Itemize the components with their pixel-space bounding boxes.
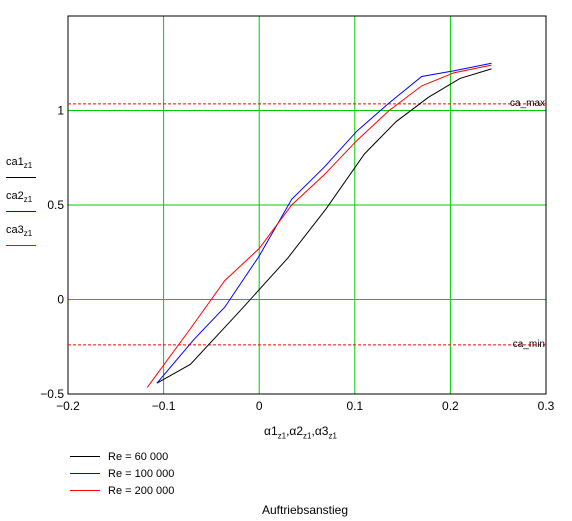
x-tick-label: 0.1: [346, 399, 363, 413]
x-axis-label: α1z1,α2z1,α3z1: [264, 424, 337, 441]
legend-swatch: [70, 490, 100, 491]
legend-label: Re = 100 000: [108, 467, 175, 480]
x-tick-label: 0: [256, 399, 263, 413]
y-axis-label-3-line: [6, 245, 36, 247]
series-line-2: [156, 62, 492, 384]
y-axis-label-3: ca3z1: [6, 224, 36, 247]
chart-title: Auftriebsanstieg: [261, 503, 349, 517]
y-tick-label: 1: [57, 104, 64, 118]
legend-item-re-100000: Re = 100 000: [70, 465, 174, 482]
reference-lines: ca_max ca_min: [68, 98, 546, 350]
legend-label: Re = 60 000: [108, 450, 169, 463]
series-line-3: [146, 64, 492, 388]
series-lines: [146, 62, 492, 388]
legend: Re = 60 000 Re = 100 000 Re = 200 000: [70, 448, 174, 499]
reference-label-ca-max: ca_max: [510, 98, 545, 109]
y-axis-label-1: ca1z1: [6, 156, 36, 179]
x-tick-label: −0.2: [56, 399, 80, 413]
plot-frame: [67, 15, 547, 395]
y-tick-label: 0: [57, 293, 64, 307]
y-axis-label-1-line: [6, 177, 36, 179]
y-tick-label: 0.5: [47, 198, 64, 212]
tick-labels: −0.2 −0.1 0 0.1 0.2 0.3 −0.5 0 0.5 1: [40, 104, 554, 414]
y-tick-label: −0.5: [40, 387, 64, 401]
reference-label-ca-min: ca_min: [513, 339, 545, 350]
legend-item-re-60000: Re = 60 000: [70, 448, 174, 465]
legend-swatch: [70, 473, 100, 474]
legend-swatch: [70, 456, 100, 457]
legend-label: Re = 200 000: [108, 484, 175, 497]
grid: [68, 16, 546, 394]
y-axis-label-2-line: [6, 211, 36, 213]
x-tick-label: −0.1: [152, 399, 176, 413]
series-line-1: [156, 68, 492, 384]
y-axis-label-2: ca2z1: [6, 190, 36, 213]
legend-item-re-200000: Re = 200 000: [70, 482, 174, 499]
x-tick-label: 0.3: [538, 399, 555, 413]
x-tick-label: 0.2: [442, 399, 459, 413]
